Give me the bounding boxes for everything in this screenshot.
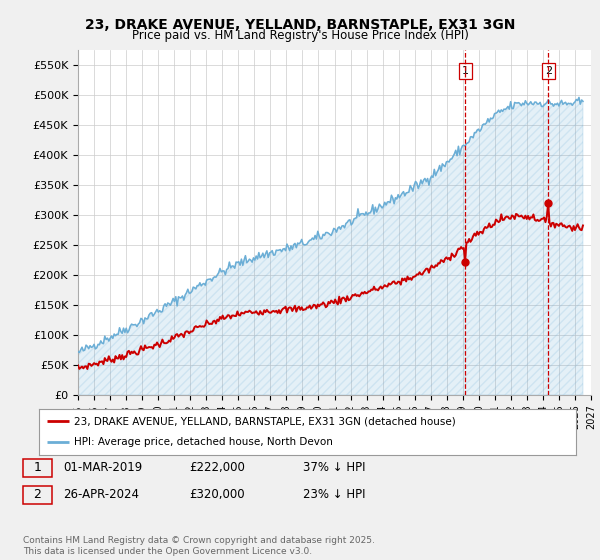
Text: 23% ↓ HPI: 23% ↓ HPI — [303, 488, 365, 501]
Text: 26-APR-2024: 26-APR-2024 — [63, 488, 139, 501]
Text: Contains HM Land Registry data © Crown copyright and database right 2025.
This d: Contains HM Land Registry data © Crown c… — [23, 536, 374, 556]
Text: £222,000: £222,000 — [189, 461, 245, 474]
Text: 1: 1 — [33, 461, 41, 474]
Text: HPI: Average price, detached house, North Devon: HPI: Average price, detached house, Nort… — [74, 437, 333, 447]
Text: 01-MAR-2019: 01-MAR-2019 — [63, 461, 142, 474]
Text: 2: 2 — [545, 66, 552, 76]
Text: 23, DRAKE AVENUE, YELLAND, BARNSTAPLE, EX31 3GN: 23, DRAKE AVENUE, YELLAND, BARNSTAPLE, E… — [85, 18, 515, 32]
Text: £320,000: £320,000 — [189, 488, 245, 501]
Text: 23, DRAKE AVENUE, YELLAND, BARNSTAPLE, EX31 3GN (detached house): 23, DRAKE AVENUE, YELLAND, BARNSTAPLE, E… — [74, 416, 455, 426]
Text: 1: 1 — [462, 66, 469, 76]
Text: 37% ↓ HPI: 37% ↓ HPI — [303, 461, 365, 474]
Text: Price paid vs. HM Land Registry's House Price Index (HPI): Price paid vs. HM Land Registry's House … — [131, 29, 469, 42]
Text: 2: 2 — [33, 488, 41, 501]
